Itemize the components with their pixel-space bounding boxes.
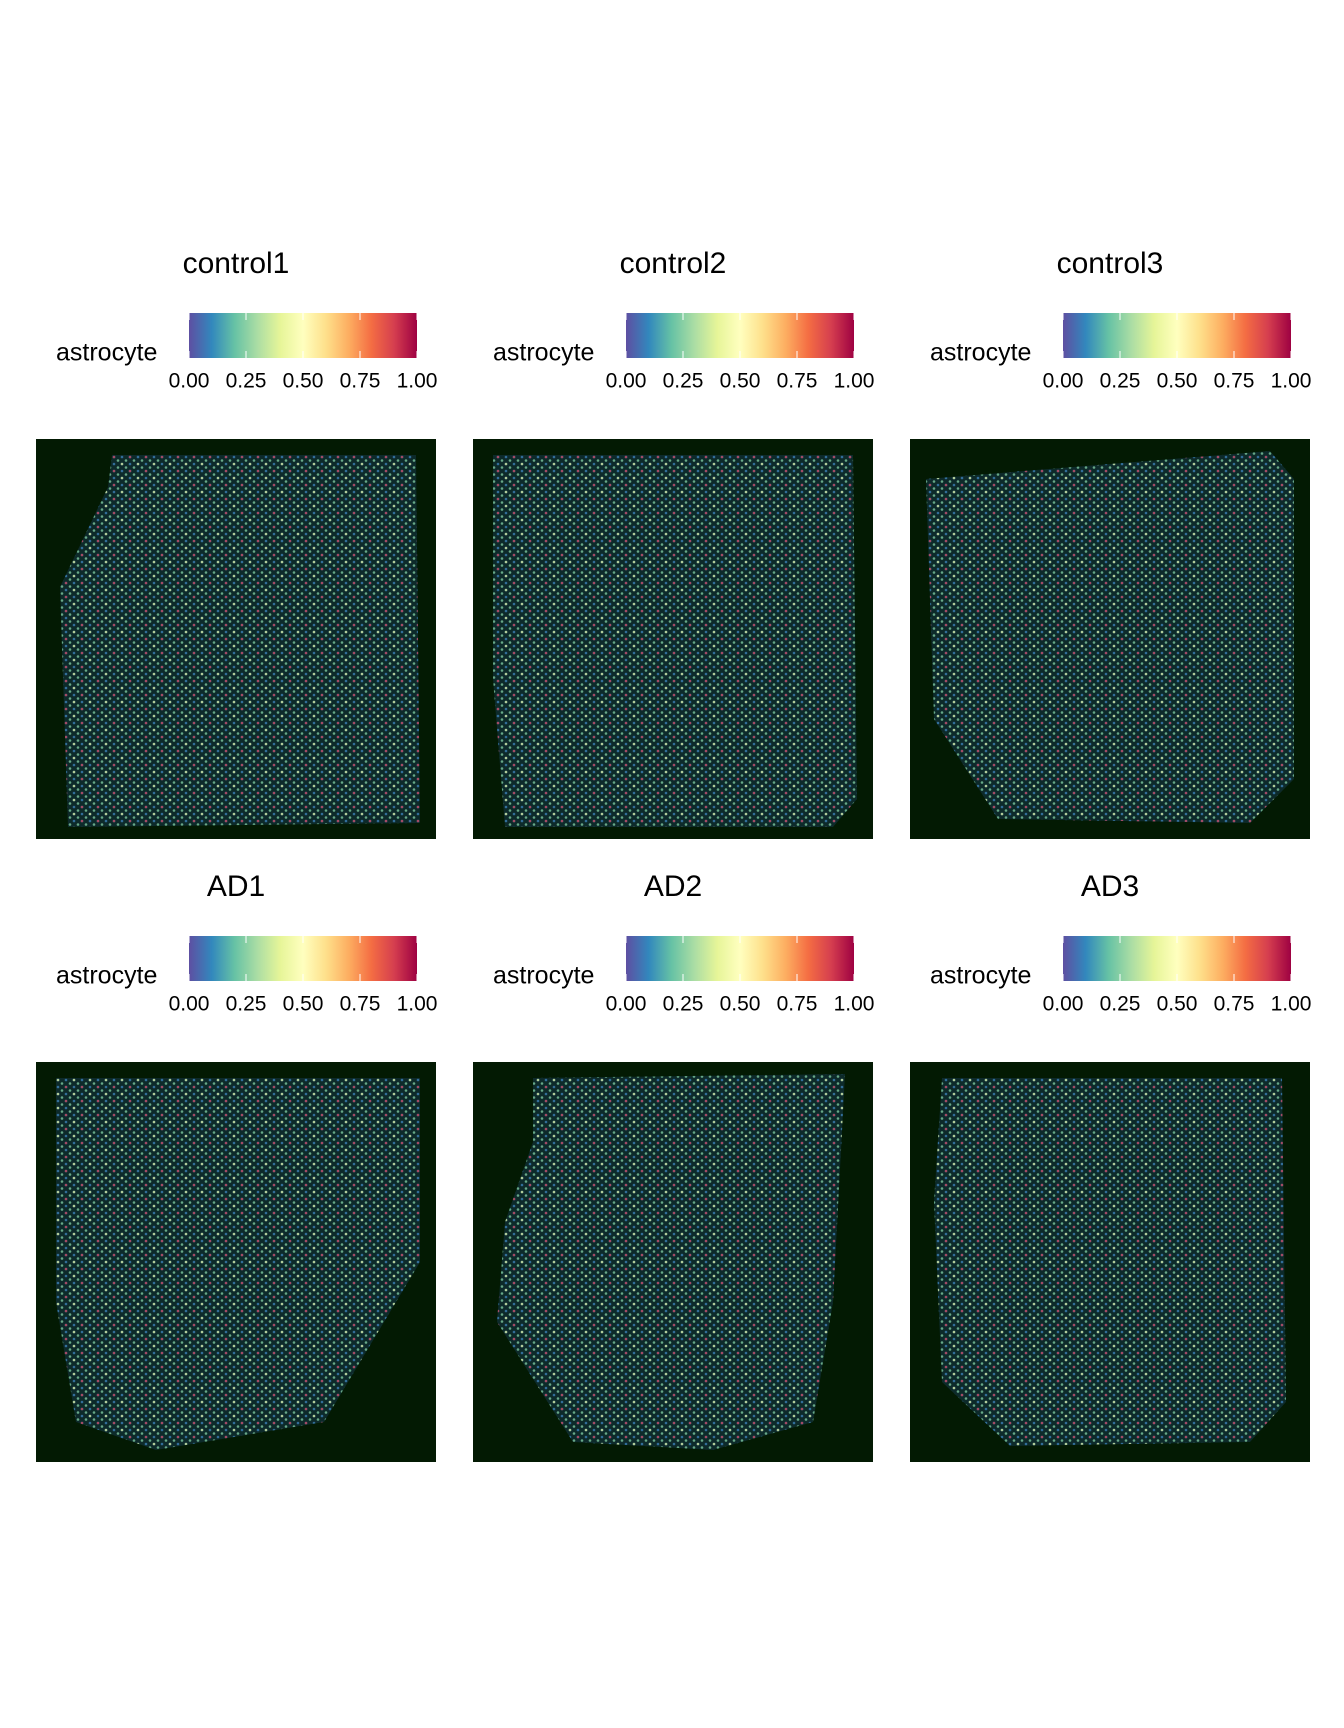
legend-title: astrocyte — [493, 339, 594, 367]
spots — [926, 451, 1294, 823]
spots — [493, 455, 857, 827]
panel: AD3 astrocyte 0.00 0.25 0.50 0.75 1.00 — [910, 870, 1311, 1462]
colorbar — [1063, 936, 1291, 981]
colorbar-tick-label: 0.00 — [606, 370, 647, 393]
colorbar-tick-label: 1.00 — [834, 993, 875, 1016]
colorbar-tick-label: 0.50 — [1157, 993, 1198, 1016]
colorbar-tick-label: 0.75 — [777, 370, 818, 393]
legend-title: astrocyte — [56, 962, 157, 990]
panel: AD2 astrocyte 0.00 0.25 0.50 0.75 1.00 — [473, 870, 874, 1462]
colorbar-tick-label: 0.00 — [1043, 370, 1084, 393]
legend-title: astrocyte — [930, 339, 1031, 367]
colorbar-tick-label: 0.75 — [340, 370, 381, 393]
panel: control2 astrocyte 0.00 0.25 0.50 0.75 1.00 — [473, 247, 874, 839]
panel-title: AD1 — [207, 870, 265, 903]
colorbar-tick-label: 0.25 — [226, 370, 267, 393]
colorbar — [1063, 313, 1291, 358]
colorbar-tick-label: 0.75 — [1214, 370, 1255, 393]
colorbar-tick-label: 0.00 — [1043, 993, 1084, 1016]
colorbar-tick-label: 0.00 — [169, 370, 210, 393]
colorbar-tick-label: 0.50 — [283, 370, 324, 393]
panel-title: AD2 — [644, 870, 702, 903]
colorbar-tick-label: 0.00 — [169, 993, 210, 1016]
panel-title: AD3 — [1081, 870, 1139, 903]
colorbar-tick-label: 0.75 — [1214, 993, 1255, 1016]
colorbar-tick-label: 0.50 — [283, 993, 324, 1016]
colorbar-tick-label: 0.25 — [1100, 993, 1141, 1016]
panel: control3 astrocyte 0.00 0.25 0.50 0.75 1.00 — [910, 247, 1311, 839]
legend-title: astrocyte — [930, 962, 1031, 990]
legend-title: astrocyte — [493, 962, 594, 990]
spots — [60, 455, 420, 827]
colorbar-tick-label: 1.00 — [834, 370, 875, 393]
colorbar-tick-label: 1.00 — [397, 993, 438, 1016]
colorbar-tick-label: 1.00 — [1271, 370, 1312, 393]
spots — [56, 1078, 420, 1450]
colorbar-tick-label: 0.50 — [1157, 370, 1198, 393]
colorbar-tick-label: 0.25 — [1100, 370, 1141, 393]
colorbar-tick-label: 0.50 — [720, 993, 761, 1016]
spots — [497, 1074, 845, 1450]
panel-title: control3 — [1057, 247, 1164, 280]
colorbar-tick-label: 0.00 — [606, 993, 647, 1016]
colorbar-tick-label: 1.00 — [397, 370, 438, 393]
colorbar — [626, 936, 854, 981]
colorbar — [626, 313, 854, 358]
colorbar-tick-label: 0.25 — [663, 993, 704, 1016]
panel: control1 astrocyte 0.00 0.25 0.50 0.75 1.00 — [36, 247, 437, 839]
colorbar-tick-label: 0.50 — [720, 370, 761, 393]
panel: AD1 astrocyte 0.00 0.25 0.50 0.75 1.00 — [36, 870, 437, 1462]
colorbar-tick-label: 0.75 — [777, 993, 818, 1016]
colorbar — [189, 936, 417, 981]
panel-title: control1 — [183, 247, 290, 280]
colorbar-tick-label: 0.25 — [226, 993, 267, 1016]
colorbar-tick-label: 1.00 — [1271, 993, 1312, 1016]
legend-title: astrocyte — [56, 339, 157, 367]
colorbar-tick-label: 0.25 — [663, 370, 704, 393]
colorbar — [189, 313, 417, 358]
panel-title: control2 — [620, 247, 727, 280]
colorbar-tick-label: 0.75 — [340, 993, 381, 1016]
spots — [934, 1078, 1286, 1446]
